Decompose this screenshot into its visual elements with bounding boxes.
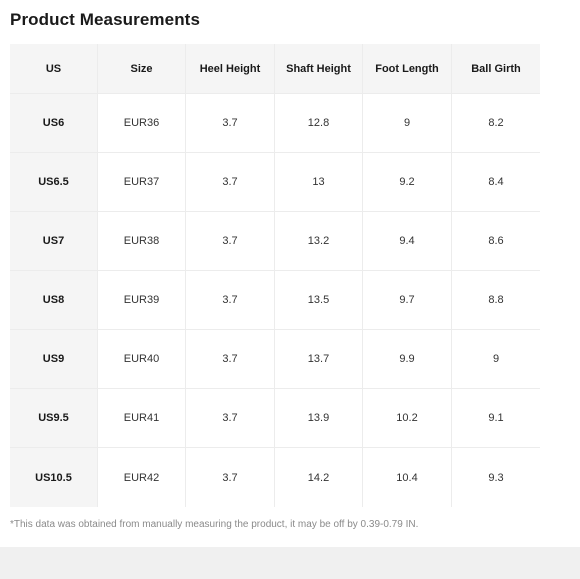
- cell-foot-length: 10.2: [363, 389, 452, 448]
- page-title: Product Measurements: [10, 10, 200, 29]
- cell-heel-height: 3.7: [186, 448, 275, 507]
- cell-foot-length: 9.2: [363, 153, 452, 212]
- table-row: US6 EUR36 3.7 12.8 9 8.2: [10, 94, 540, 153]
- table-row: US9.5 EUR41 3.7 13.9 10.2 9.1: [10, 389, 540, 448]
- header-shaft-height: Shaft Height: [275, 44, 363, 94]
- cell-eur-size: EUR36: [98, 94, 186, 153]
- cell-eur-size: EUR38: [98, 212, 186, 271]
- cell-heel-height: 3.7: [186, 271, 275, 330]
- measurements-table: US Size Heel Height Shaft Height Foot Le…: [10, 44, 540, 507]
- cell-foot-length: 9: [363, 94, 452, 153]
- table-header-row: US Size Heel Height Shaft Height Foot Le…: [10, 44, 540, 94]
- cell-foot-length: 9.4: [363, 212, 452, 271]
- cell-heel-height: 3.7: [186, 389, 275, 448]
- cell-shaft-height: 13: [275, 153, 363, 212]
- row-us-size: US9: [10, 330, 98, 389]
- cell-heel-height: 3.7: [186, 153, 275, 212]
- cell-eur-size: EUR40: [98, 330, 186, 389]
- table-row: US9 EUR40 3.7 13.7 9.9 9: [10, 330, 540, 389]
- table-row: US7 EUR38 3.7 13.2 9.4 8.6: [10, 212, 540, 271]
- cell-ball-girth: 9.1: [452, 389, 540, 448]
- row-us-size: US10.5: [10, 448, 98, 507]
- cell-ball-girth: 8.8: [452, 271, 540, 330]
- cell-ball-girth: 8.2: [452, 94, 540, 153]
- header-size: Size: [98, 44, 186, 94]
- cell-shaft-height: 13.7: [275, 330, 363, 389]
- header-foot-length: Foot Length: [363, 44, 452, 94]
- cell-ball-girth: 8.6: [452, 212, 540, 271]
- cell-shaft-height: 13.5: [275, 271, 363, 330]
- footer-divider: [0, 547, 580, 579]
- row-us-size: US8: [10, 271, 98, 330]
- header-us: US: [10, 44, 98, 94]
- cell-heel-height: 3.7: [186, 94, 275, 153]
- table-row: US10.5 EUR42 3.7 14.2 10.4 9.3: [10, 448, 540, 507]
- cell-shaft-height: 14.2: [275, 448, 363, 507]
- row-us-size: US7: [10, 212, 98, 271]
- cell-foot-length: 9.7: [363, 271, 452, 330]
- header-heel-height: Heel Height: [186, 44, 275, 94]
- cell-foot-length: 10.4: [363, 448, 452, 507]
- row-us-size: US6.5: [10, 153, 98, 212]
- cell-eur-size: EUR37: [98, 153, 186, 212]
- table-row: US8 EUR39 3.7 13.5 9.7 8.8: [10, 271, 540, 330]
- cell-eur-size: EUR42: [98, 448, 186, 507]
- cell-ball-girth: 9.3: [452, 448, 540, 507]
- measurement-disclaimer: *This data was obtained from manually me…: [10, 519, 419, 530]
- cell-ball-girth: 9: [452, 330, 540, 389]
- row-us-size: US9.5: [10, 389, 98, 448]
- row-us-size: US6: [10, 94, 98, 153]
- cell-eur-size: EUR39: [98, 271, 186, 330]
- cell-foot-length: 9.9: [363, 330, 452, 389]
- cell-heel-height: 3.7: [186, 212, 275, 271]
- cell-heel-height: 3.7: [186, 330, 275, 389]
- table-row: US6.5 EUR37 3.7 13 9.2 8.4: [10, 153, 540, 212]
- header-ball-girth: Ball Girth: [452, 44, 540, 94]
- cell-shaft-height: 12.8: [275, 94, 363, 153]
- cell-eur-size: EUR41: [98, 389, 186, 448]
- cell-shaft-height: 13.9: [275, 389, 363, 448]
- cell-shaft-height: 13.2: [275, 212, 363, 271]
- cell-ball-girth: 8.4: [452, 153, 540, 212]
